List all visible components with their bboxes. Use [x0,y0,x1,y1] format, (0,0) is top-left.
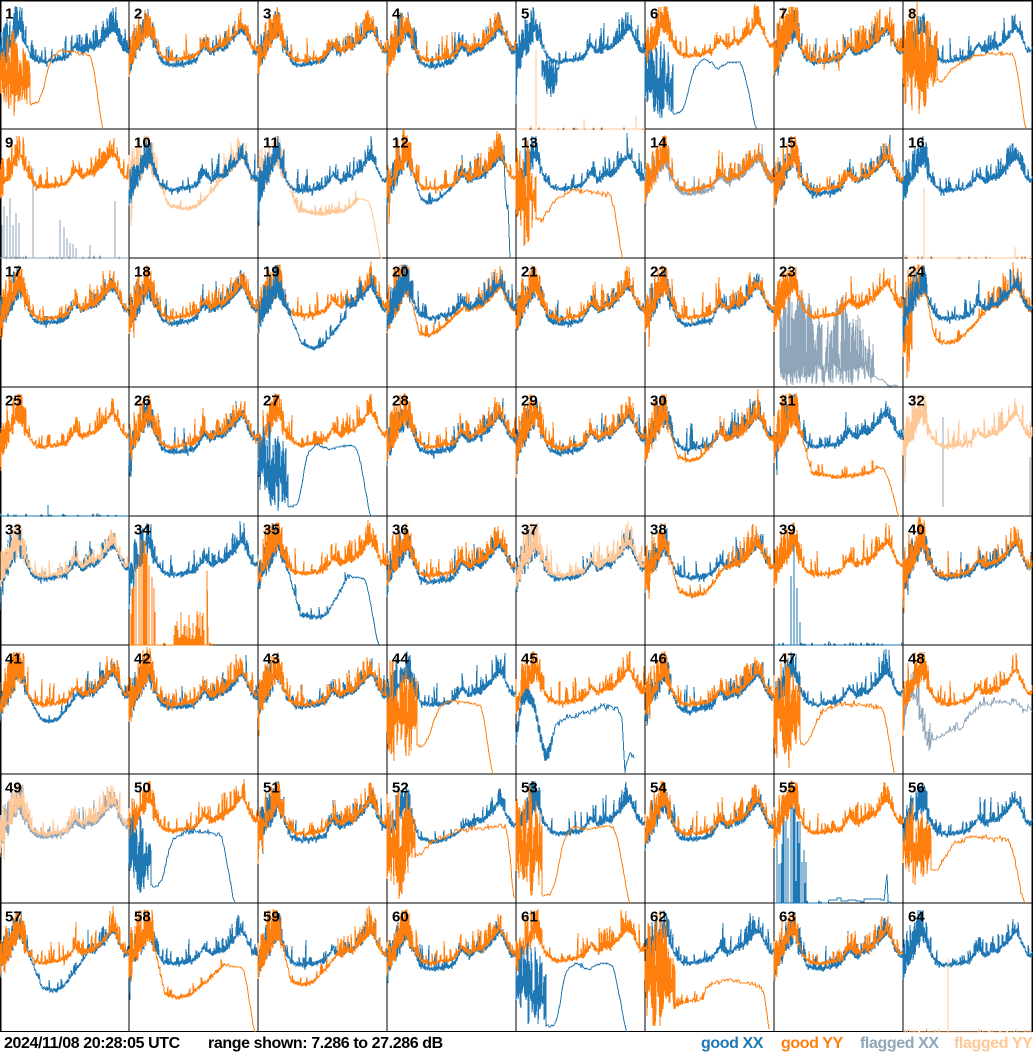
svg-text:17: 17 [5,264,22,281]
svg-text:54: 54 [650,780,667,797]
svg-text:19: 19 [263,264,280,281]
svg-text:50: 50 [134,780,151,797]
svg-text:56: 56 [908,780,925,797]
svg-text:6: 6 [650,6,658,23]
svg-text:41: 41 [5,651,22,668]
svg-text:16: 16 [908,135,925,152]
svg-text:57: 57 [5,909,22,926]
svg-text:47: 47 [779,651,796,668]
svg-text:48: 48 [908,651,925,668]
svg-text:5: 5 [521,6,529,23]
svg-text:13: 13 [521,135,538,152]
svg-text:7: 7 [779,6,787,23]
svg-text:44: 44 [392,651,409,668]
svg-text:21: 21 [521,264,538,281]
svg-text:22: 22 [650,264,667,281]
svg-text:good YY: good YY [781,1035,844,1052]
svg-text:39: 39 [779,522,796,539]
svg-text:59: 59 [263,909,280,926]
svg-text:flagged XX: flagged XX [860,1035,939,1052]
svg-text:36: 36 [392,522,409,539]
svg-text:31: 31 [779,393,796,410]
svg-text:flagged YY: flagged YY [954,1035,1033,1052]
svg-text:33: 33 [5,522,22,539]
svg-text:12: 12 [392,135,409,152]
svg-text:30: 30 [650,393,667,410]
svg-text:62: 62 [650,909,667,926]
svg-text:20: 20 [392,264,409,281]
svg-text:good XX: good XX [701,1035,764,1052]
svg-text:64: 64 [908,909,925,926]
svg-text:range shown: 7.286 to 27.286 d: range shown: 7.286 to 27.286 dB [208,1035,443,1052]
svg-text:11: 11 [263,135,279,152]
svg-text:42: 42 [134,651,151,668]
svg-text:34: 34 [134,522,151,539]
svg-text:15: 15 [779,135,796,152]
svg-text:61: 61 [521,909,538,926]
svg-text:28: 28 [392,393,409,410]
svg-text:49: 49 [5,780,22,797]
svg-text:2024/11/08 20:28:05 UTC: 2024/11/08 20:28:05 UTC [4,1035,181,1052]
svg-text:46: 46 [650,651,667,668]
svg-text:52: 52 [392,780,409,797]
svg-text:3: 3 [263,6,271,23]
svg-text:43: 43 [263,651,280,668]
svg-text:29: 29 [521,393,538,410]
svg-text:14: 14 [650,135,667,152]
svg-text:8: 8 [908,6,916,23]
svg-text:37: 37 [521,522,538,539]
svg-text:60: 60 [392,909,409,926]
svg-text:40: 40 [908,522,925,539]
svg-text:9: 9 [5,135,13,152]
svg-text:4: 4 [392,6,401,23]
svg-text:51: 51 [263,780,280,797]
svg-text:58: 58 [134,909,151,926]
svg-text:1: 1 [5,6,13,23]
svg-text:38: 38 [650,522,667,539]
svg-text:63: 63 [779,909,796,926]
svg-text:23: 23 [779,264,796,281]
svg-text:24: 24 [908,264,925,281]
svg-text:53: 53 [521,780,538,797]
svg-text:25: 25 [5,393,22,410]
svg-text:55: 55 [779,780,796,797]
svg-text:35: 35 [263,522,280,539]
svg-text:10: 10 [134,135,151,152]
svg-text:45: 45 [521,651,538,668]
svg-text:18: 18 [134,264,151,281]
svg-text:2: 2 [134,6,142,23]
svg-text:32: 32 [908,393,925,410]
svg-text:26: 26 [134,393,151,410]
svg-text:27: 27 [263,393,280,410]
